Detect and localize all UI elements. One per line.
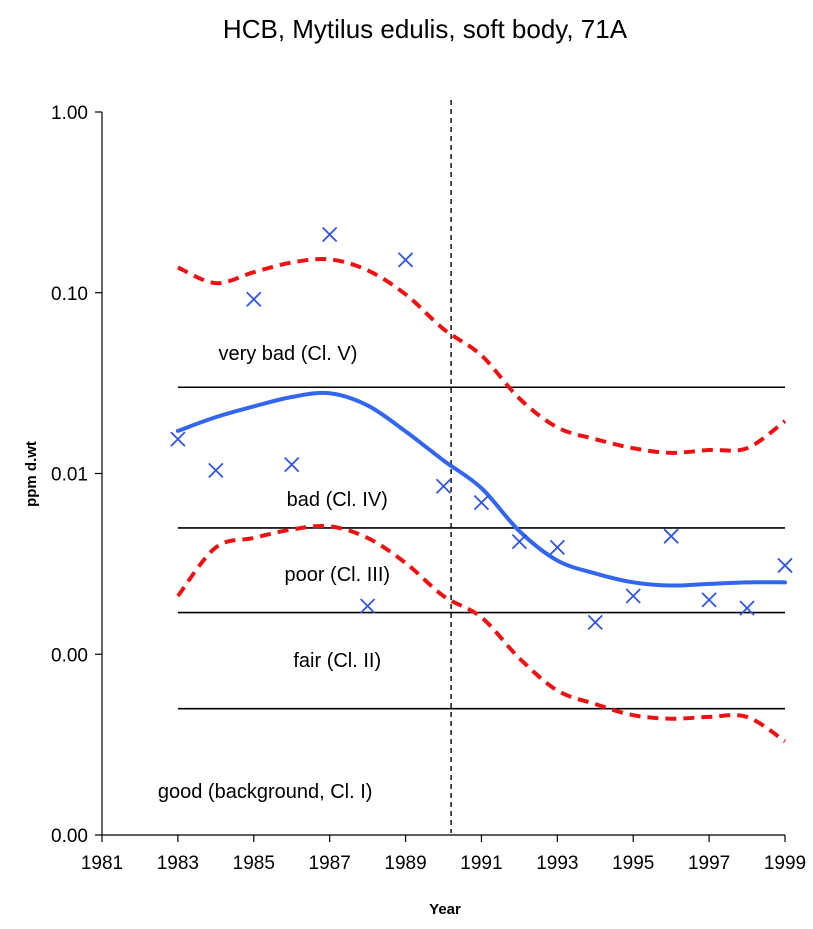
plot-area: 1981 1983 1985 1987 1989 1991 1993 1995 1997 1999… (51, 100, 806, 874)
trend-line (175, 390, 787, 588)
y-tick-label: 0.10 (51, 284, 88, 305)
x-tick-label: 1981 (81, 853, 123, 874)
data-point (473, 494, 490, 511)
data-point (246, 291, 262, 307)
data-point (549, 539, 565, 556)
x-tick-label: 1987 (309, 853, 351, 874)
data-point (397, 252, 414, 268)
data-point (511, 533, 528, 550)
data-point (322, 226, 338, 243)
lower-confidence-line (176, 523, 787, 743)
data-point (663, 528, 679, 544)
x-tick-label: 1999 (764, 853, 806, 874)
x-tick-label: 1993 (536, 853, 578, 874)
data-point (701, 592, 717, 608)
x-axis-label: Year (429, 901, 461, 918)
y-tick-label: 0.00 (51, 826, 88, 847)
y-tick-label: 1.00 (51, 103, 88, 124)
data-point (359, 598, 376, 614)
y-tick-label: 0.00 (51, 645, 88, 666)
x-tick-label: 1989 (384, 853, 426, 874)
data-point (284, 456, 300, 473)
class-label: fair (Cl. II) (293, 650, 381, 672)
y-axis-label: ppm d.wt (23, 441, 40, 507)
y-tick-label: 0.01 (51, 465, 88, 486)
x-tick-label: 1995 (612, 853, 654, 874)
x-tick-label: 1997 (688, 853, 730, 874)
class-label: very bad (Cl. V) (218, 343, 357, 365)
class-label: bad (Cl. IV) (287, 489, 388, 511)
data-point (587, 614, 603, 631)
data-point (625, 588, 641, 604)
data-point (435, 478, 452, 494)
class-label: poor (Cl. III) (284, 564, 390, 586)
chart-title: HCB, Mytilus edulis, soft body, 71A (223, 14, 628, 44)
x-tick-label: 1985 (233, 853, 275, 874)
data-point (170, 431, 186, 447)
class-label: good (background, Cl. I) (158, 781, 373, 803)
data-point (208, 462, 224, 479)
data-point (739, 600, 755, 616)
x-tick-label: 1983 (157, 853, 199, 874)
data-point (777, 557, 793, 574)
x-tick-label: 1991 (460, 853, 502, 874)
upper-confidence-line (177, 257, 787, 455)
